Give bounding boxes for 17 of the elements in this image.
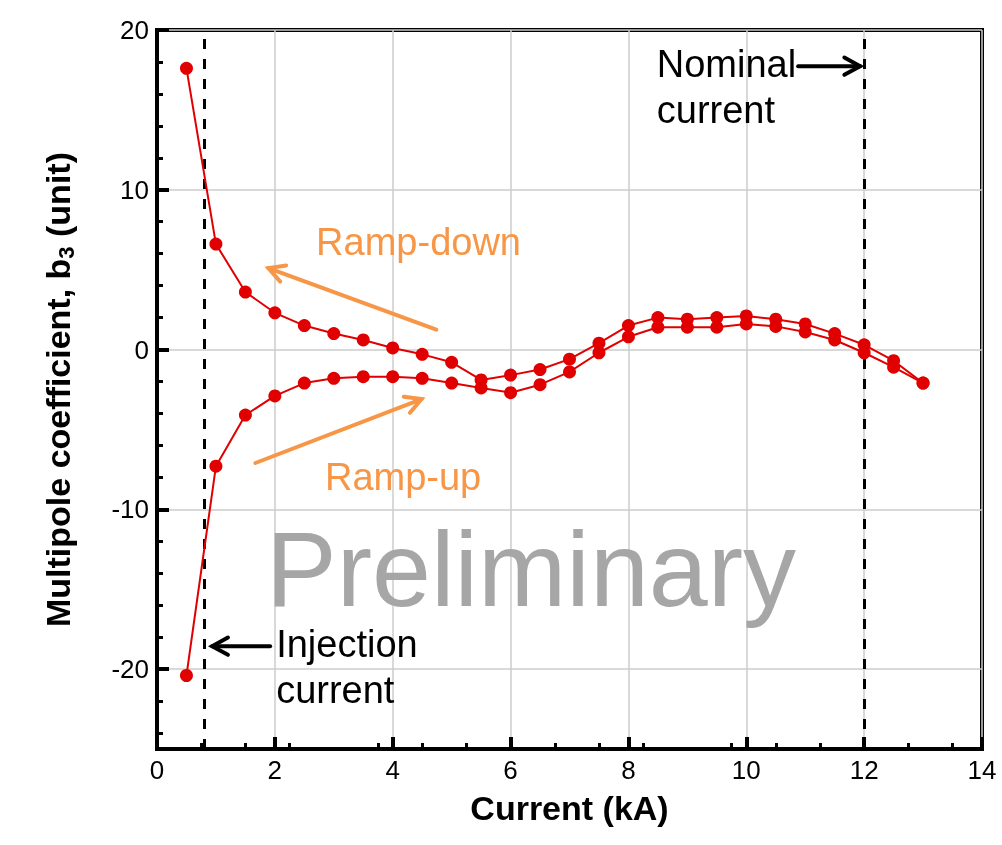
x-tick-label: 6 xyxy=(503,755,518,785)
x-tick-label: 8 xyxy=(621,755,636,785)
ref-line-label: Nominal current xyxy=(656,43,797,132)
x-tick-label: 4 xyxy=(385,755,400,785)
x-tick-label: 12 xyxy=(849,755,879,785)
x-axis-title: Current (kA) xyxy=(470,789,669,827)
y-tick-label: -20 xyxy=(111,654,149,685)
x-tick-label: 2 xyxy=(267,755,283,785)
x-tick-label: 14 xyxy=(967,755,997,785)
y-axis-title: Multipole coefficient, b3 (unit) xyxy=(39,152,79,627)
y-tick-label: -10 xyxy=(111,494,149,525)
y-tick-label: 0 xyxy=(134,334,149,365)
annotation: Ramp-down xyxy=(316,221,521,264)
y-tick-label: 10 xyxy=(120,174,149,205)
y-tick-label: 20 xyxy=(120,15,149,45)
x-tick-label: 10 xyxy=(731,755,761,785)
annotation: Ramp-up xyxy=(324,456,482,499)
